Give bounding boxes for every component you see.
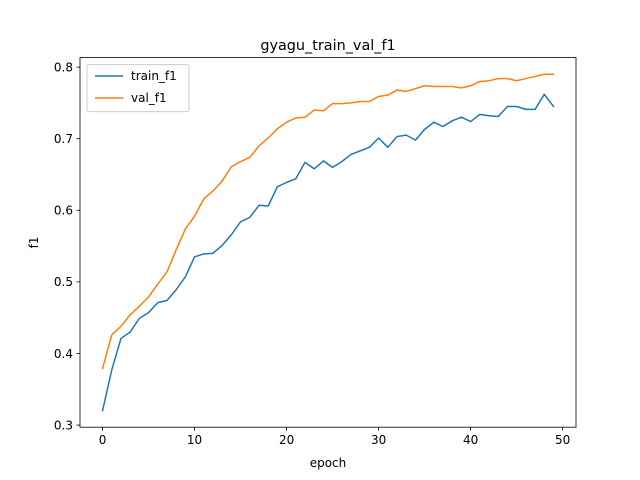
y-tick-label: 0.8	[54, 60, 73, 74]
y-axis-label: f1	[27, 236, 41, 248]
series-line-val-f1	[101, 73, 555, 370]
y-tick-label: 0.3	[54, 418, 73, 432]
x-tick-label: 30	[371, 433, 386, 447]
y-tick-label: 0.5	[54, 275, 73, 289]
y-tick-label: 0.4	[54, 347, 73, 361]
series-layer	[101, 73, 555, 412]
x-tick-label: 0	[99, 433, 107, 447]
axes-frame	[79, 57, 577, 428]
x-axis-label: epoch	[310, 456, 347, 470]
x-tick-label: 40	[463, 433, 478, 447]
chart-title: gyagu_train_val_f1	[260, 38, 395, 54]
series-line-train-f1	[101, 93, 555, 412]
x-tick-label: 20	[279, 433, 294, 447]
legend-label-val-f1: val_f1	[131, 91, 167, 105]
legend-label-train-f1: train_f1	[131, 69, 177, 83]
x-tick-label: 10	[187, 433, 202, 447]
legend: train_f1 val_f1	[86, 64, 190, 113]
y-axis: 0.3 0.4 0.5 0.6 0.7 0.8	[54, 60, 80, 432]
plot-area	[79, 57, 577, 428]
x-axis: 0 10 20 30 40 50	[99, 427, 570, 447]
y-tick-label: 0.7	[54, 132, 73, 146]
y-tick-label: 0.6	[54, 204, 73, 218]
x-tick-label: 50	[555, 433, 570, 447]
